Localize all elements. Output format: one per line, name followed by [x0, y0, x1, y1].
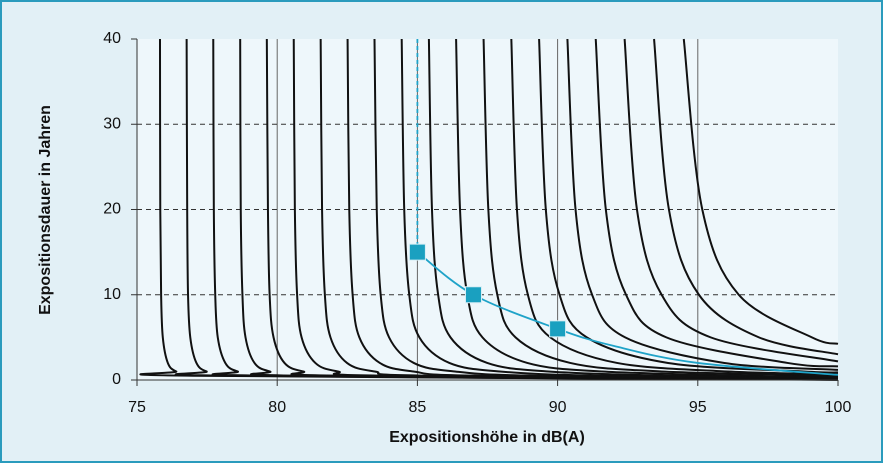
- marker: [408, 243, 426, 261]
- x-tick-label: 90: [549, 399, 567, 416]
- curve: [682, 38, 839, 345]
- curve: [594, 38, 839, 368]
- x-tick-label: 95: [689, 399, 707, 416]
- curve: [455, 38, 839, 378]
- curve: [566, 38, 839, 371]
- x-tick-label: 75: [128, 399, 146, 416]
- y-tick-label: 20: [103, 201, 121, 218]
- x-tick-label: 100: [825, 399, 852, 416]
- y-tick-label: 10: [103, 286, 121, 303]
- curve: [482, 38, 839, 377]
- marker: [549, 320, 567, 338]
- x-axis-title: Expositionshöhe in dB(A): [389, 429, 585, 446]
- x-tick-label: 80: [268, 399, 286, 416]
- y-tick-label: 30: [103, 115, 121, 132]
- x-tick-label: 85: [409, 399, 427, 416]
- axes: 75 80 85 90 95 100 0 10 20 30 40: [103, 30, 851, 416]
- curve: [400, 38, 839, 380]
- curves: [139, 38, 839, 381]
- y-tick-label: 0: [112, 371, 121, 388]
- curve: [623, 38, 839, 363]
- y-tick-label: 40: [103, 30, 121, 47]
- curve: [653, 38, 839, 356]
- marker: [464, 286, 482, 304]
- curve: [510, 38, 839, 376]
- curve: [427, 38, 839, 379]
- y-axis-title: Expositionsdauer in Jahren: [37, 105, 54, 315]
